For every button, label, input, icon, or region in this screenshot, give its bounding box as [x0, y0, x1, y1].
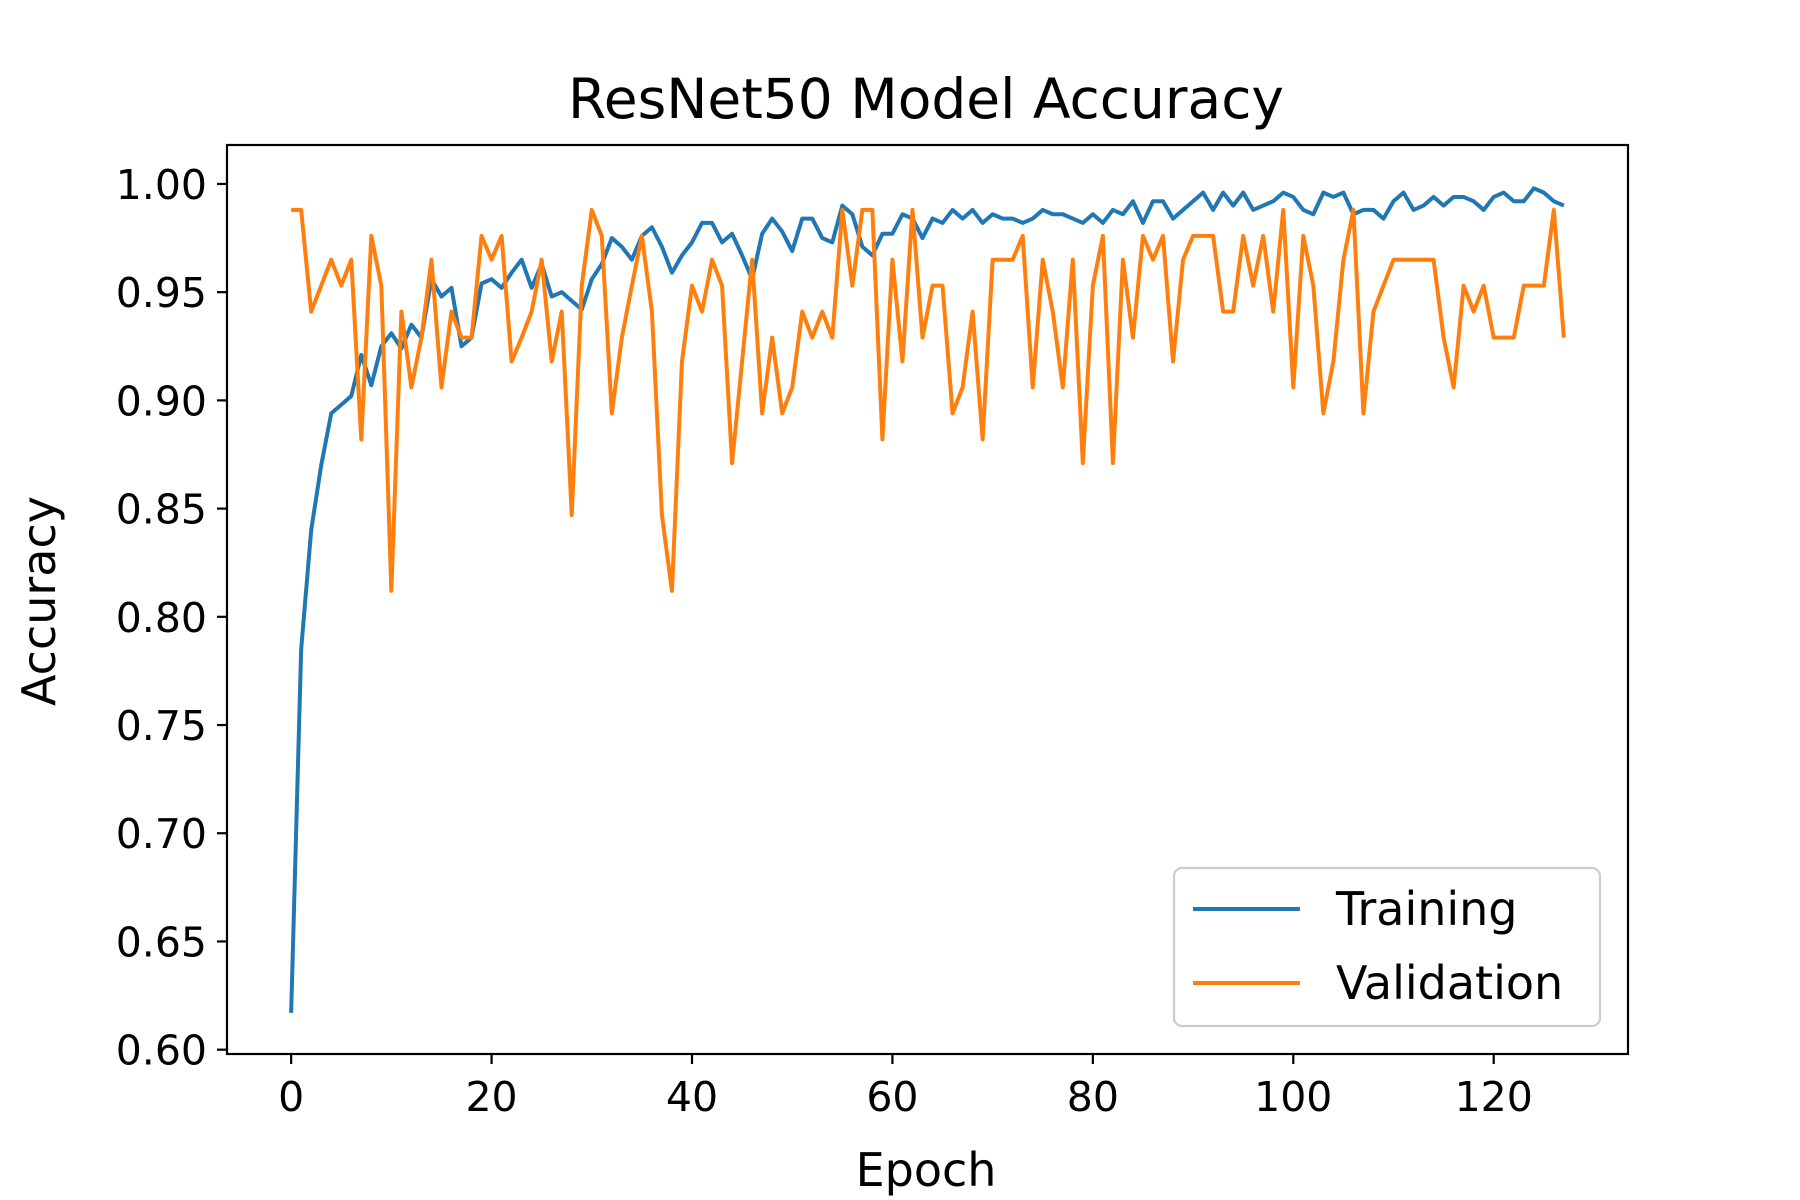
plot-lines: [289, 186, 1566, 1013]
y-tick-label: 1.00: [116, 161, 207, 209]
y-tick-label: 0.80: [116, 594, 207, 642]
y-tick-label: 0.75: [116, 702, 207, 750]
y-tick-label: 0.70: [116, 810, 207, 858]
x-axis: 0 20 40 60 80 100 120: [278, 1054, 1533, 1121]
y-tick-label: 0.90: [116, 377, 207, 425]
x-tick-label: 80: [1067, 1073, 1119, 1121]
legend: Training Validation: [1172, 866, 1602, 1028]
y-tick-label: 0.95: [116, 269, 207, 317]
y-tick-label: 0.65: [116, 918, 207, 966]
legend-label-validation: Validation: [1336, 956, 1563, 1010]
x-tick-label: 20: [465, 1073, 517, 1121]
y-tick-label: 0.85: [116, 486, 207, 534]
series-line-validation: [291, 207, 1566, 593]
x-tick-label: 0: [278, 1073, 304, 1121]
x-tick-label: 120: [1455, 1073, 1533, 1121]
chart-title: ResNet50 Model Accuracy: [568, 67, 1284, 131]
x-tick-label: 100: [1254, 1073, 1332, 1121]
y-tick-label: 0.60: [116, 1027, 207, 1075]
x-tick-label: 60: [866, 1073, 918, 1121]
x-tick-label: 40: [666, 1073, 718, 1121]
plot-frame: [225, 143, 1630, 1056]
x-axis-label: Epoch: [856, 1143, 997, 1197]
legend-label-training: Training: [1335, 882, 1518, 936]
y-axis: 0.60 0.65 0.70 0.75 0.80 0.85 0.90 0.95 1.00: [116, 161, 227, 1075]
y-axis-label: Accuracy: [12, 496, 66, 706]
